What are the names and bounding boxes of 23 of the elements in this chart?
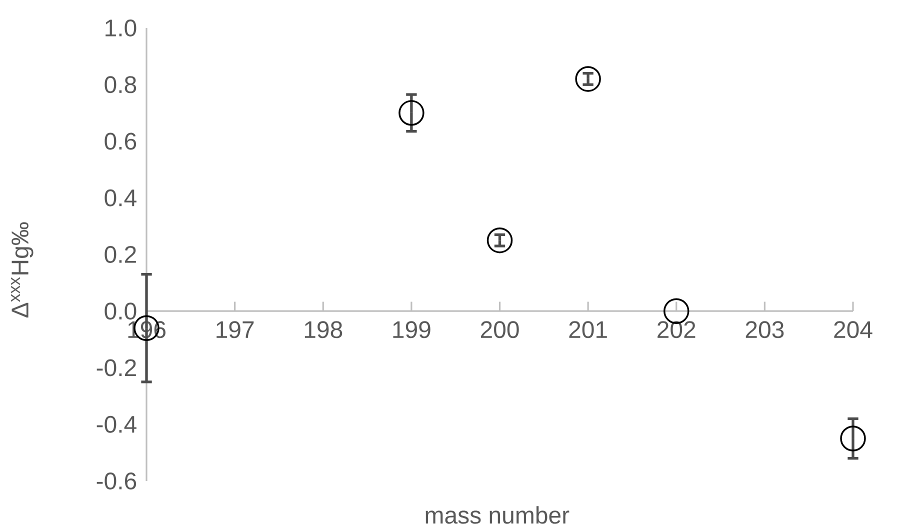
x-tick-label: 201 xyxy=(569,321,607,338)
y-tick-label: -0.4 xyxy=(96,416,136,433)
point xyxy=(486,227,513,254)
point xyxy=(398,100,424,126)
x-tick-label: 203 xyxy=(746,321,784,338)
x-tick-label: 204 xyxy=(834,321,872,338)
y-tick-label: 0.4 xyxy=(104,189,136,206)
y-tick-label: 0.6 xyxy=(104,132,136,150)
x-tick-label: 198 xyxy=(304,321,342,338)
y-tick-label: 1.0 xyxy=(106,19,136,36)
x-tick-label: 200 xyxy=(480,321,519,338)
y-tick-label: 0.2 xyxy=(104,246,136,263)
x-tick-label: 202 xyxy=(658,321,696,338)
point xyxy=(575,66,601,92)
y-axis-title: Δ$^{xxx}$Hg‰ xyxy=(11,222,34,318)
y-tick-label: 0.8 xyxy=(104,76,136,94)
y-tick-label: -0.2 xyxy=(96,359,136,376)
y-tick-label: 0.0 xyxy=(104,302,136,320)
x-tick-label: 199 xyxy=(393,321,430,338)
y-tick-label: -0.6 xyxy=(96,472,136,490)
x-axis-title: mass number xyxy=(426,506,570,524)
point xyxy=(840,426,866,452)
x-tick-label: 197 xyxy=(216,321,254,338)
